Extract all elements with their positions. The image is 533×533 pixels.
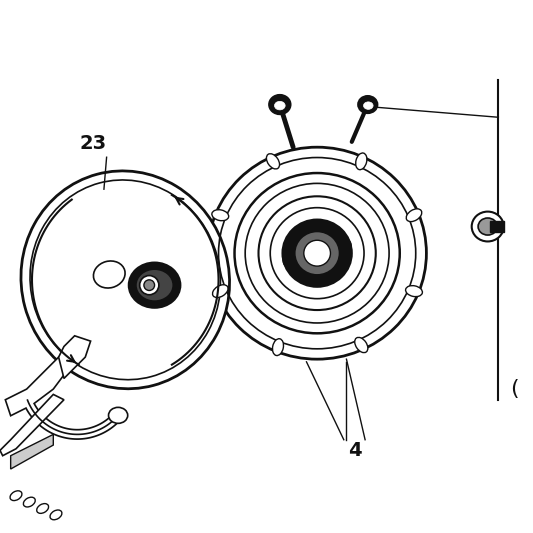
Polygon shape <box>59 336 91 378</box>
Ellipse shape <box>21 171 230 389</box>
Ellipse shape <box>93 261 125 288</box>
Text: (: ( <box>510 379 519 399</box>
Ellipse shape <box>270 208 364 298</box>
Ellipse shape <box>144 280 155 290</box>
Polygon shape <box>0 394 64 456</box>
Ellipse shape <box>364 102 373 109</box>
Ellipse shape <box>304 240 330 266</box>
Text: 23: 23 <box>80 134 107 154</box>
Ellipse shape <box>23 497 35 507</box>
Ellipse shape <box>358 96 377 113</box>
Ellipse shape <box>208 147 426 359</box>
Ellipse shape <box>50 510 62 520</box>
Ellipse shape <box>272 338 284 356</box>
Text: 4: 4 <box>348 441 361 460</box>
Ellipse shape <box>213 285 228 297</box>
Polygon shape <box>5 357 69 416</box>
Ellipse shape <box>109 407 128 423</box>
Polygon shape <box>11 434 53 469</box>
Ellipse shape <box>478 218 497 235</box>
Ellipse shape <box>129 263 180 308</box>
Ellipse shape <box>355 337 368 353</box>
Ellipse shape <box>406 286 423 297</box>
Ellipse shape <box>274 101 285 110</box>
Ellipse shape <box>235 173 400 333</box>
Ellipse shape <box>259 196 376 310</box>
Ellipse shape <box>136 269 173 301</box>
Ellipse shape <box>356 153 367 169</box>
Ellipse shape <box>406 209 422 222</box>
Ellipse shape <box>282 220 352 287</box>
Ellipse shape <box>266 154 279 169</box>
Ellipse shape <box>295 231 340 275</box>
Ellipse shape <box>10 491 22 500</box>
Ellipse shape <box>269 95 290 114</box>
Ellipse shape <box>37 504 49 513</box>
Ellipse shape <box>140 276 159 295</box>
Bar <box>490 221 504 232</box>
Ellipse shape <box>472 212 504 241</box>
Ellipse shape <box>283 232 351 274</box>
Ellipse shape <box>212 209 229 221</box>
